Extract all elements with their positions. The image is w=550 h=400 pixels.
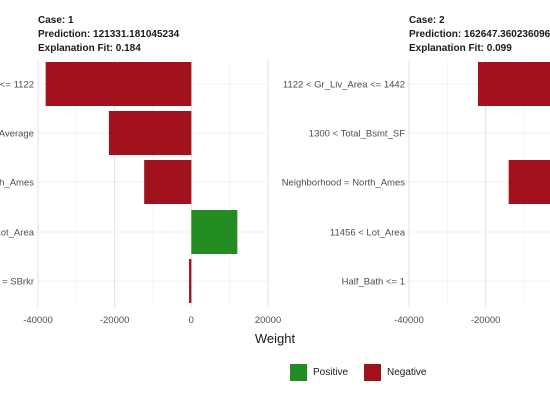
x-tick-label: -20000 [471,315,501,326]
feature-weight-bar [508,160,550,204]
x-tick-label: 20000 [255,315,281,326]
legend-negative-label: Negative [387,366,427,378]
legend-positive-swatch [290,363,307,381]
x-axis-title: Weight [254,331,296,346]
feature-label: Average [0,129,34,140]
x-tick-label: -40000 [23,315,53,326]
x-tick-label: -40000 [394,315,424,326]
case-1-label: Case: 1 [38,15,74,26]
feature-label: l = SBrkr [0,277,34,288]
feature-label: Half_Bath <= 1 [342,277,405,288]
case-2-header: Case: 2 Prediction: 162647.360236096 Exp… [409,14,550,56]
feature-label: 11456 < Lot_Area [330,228,406,239]
case-2-prediction: Prediction: 162647.360236096 [409,29,550,40]
feature-weight-bar [189,259,192,303]
feature-weight-bar [191,210,238,254]
feature-label: Lot_Area [0,228,35,239]
feature-weight-bar [478,62,550,106]
legend: Positive Negative [290,362,442,382]
case-1-explanation-fit: Explanation Fit: 0.184 [38,43,141,54]
case-1-prediction: Prediction: 121331.181045234 [38,29,180,40]
feature-label: 1300 < Total_Bsmt_SF [309,129,405,140]
x-tick-label: 0 [189,315,194,326]
feature-label: Neighborhood = North_Ames [282,178,406,189]
panel-2: -40000-2000001122 < Gr_Liv_Area <= 14421… [282,60,550,326]
feature-label: th_Ames [0,178,34,189]
case-1-header: Case: 1 Prediction: 121331.181045234 Exp… [38,14,179,56]
case-2-label: Case: 2 [409,15,445,26]
feature-label: <= 1122 [0,80,34,91]
feature-weight-bar [45,62,192,106]
panel-1: -40000 -20000 0 20000 <= 1122 Average th_Ames L… [0,60,281,326]
feature-label: 1122 < Gr_Liv_Area <= 1442 [283,80,405,91]
feature-weight-bar [144,160,192,204]
legend-positive-label: Positive [313,366,349,378]
feature-weight-bar [108,111,192,155]
case-2-explanation-fit: Explanation Fit: 0.099 [409,43,512,54]
x-tick-label: -20000 [100,315,130,326]
legend-negative-swatch [364,363,382,381]
